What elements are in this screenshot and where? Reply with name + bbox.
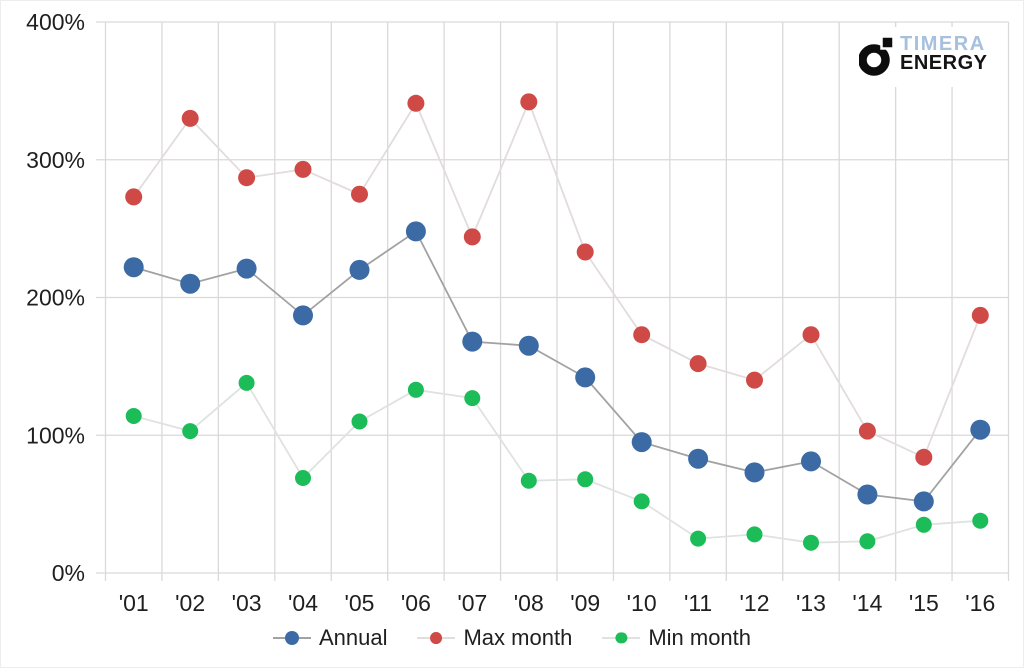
timera-logo-mark-icon [859,35,895,76]
x-axis-label: '10 [627,590,657,616]
series-max-month-line [132,99,982,459]
x-axis-label: '02 [175,590,205,616]
point-min-month-08 [520,472,537,489]
x-axis-label: '16 [965,590,995,616]
x-axis-label: '06 [401,590,431,616]
point-max-month-04 [294,160,312,178]
point-min-month-03 [238,374,255,391]
series-min-month-line [133,381,981,544]
legend-marker-icon [272,629,311,647]
point-min-month-01 [125,408,142,424]
point-annual-03 [236,258,257,279]
series-annual-line [133,230,982,503]
legend-label: Min month [648,625,752,650]
point-max-month-12 [746,371,763,389]
y-axis-label: 400% [26,9,85,35]
point-min-month-12 [746,526,763,543]
x-axis-label: '15 [909,590,939,616]
point-min-month-15 [915,516,932,533]
point-max-month-11 [689,355,707,373]
point-annual-14 [857,484,878,505]
point-min-month-10 [633,493,650,510]
point-min-month-06 [407,381,424,398]
point-min-month-05 [351,413,368,430]
point-annual-16 [970,419,991,440]
point-min-month-04 [295,470,311,486]
point-annual-06 [405,221,426,242]
point-annual-04 [293,305,313,326]
legend-item-max-month: Max month [417,625,572,651]
point-annual-07 [462,331,483,352]
point-max-month-13 [802,326,820,344]
point-max-month-06 [407,94,425,112]
x-axis-label: '14 [852,590,882,616]
point-annual-01 [123,257,144,278]
point-annual-02 [180,273,201,294]
x-axis-label: '07 [457,590,487,616]
y-axis-label: 200% [26,285,85,311]
point-max-month-10 [633,326,651,344]
point-annual-11 [688,448,709,469]
legend-marker-icon [417,629,456,647]
y-axis-label: 0% [52,560,85,586]
point-annual-10 [631,432,652,453]
logo-sub-text: ENERGY [900,52,988,74]
timera-energy-logo: TIMERA ENERGY [847,27,1002,87]
x-axis-label: '13 [796,590,826,616]
point-min-month-11 [690,530,707,547]
point-min-month-02 [182,423,199,440]
logo-text: TIMERA ENERGY [900,33,988,74]
point-max-month-14 [858,422,876,440]
point-annual-13 [801,451,821,472]
point-max-month-16 [971,306,989,324]
point-min-month-16 [972,512,989,529]
x-axis-label: '12 [740,590,770,616]
point-annual-12 [744,462,765,483]
x-axis-label: '04 [288,590,318,616]
point-annual-09 [575,367,596,388]
x-axis-label: '05 [344,590,374,616]
point-annual-05 [349,259,370,280]
point-max-month-01 [125,188,143,206]
legend-item-min-month: Min month [602,625,751,651]
y-axis-label: 100% [26,422,85,448]
point-min-month-14 [859,533,876,550]
point-max-month-03 [238,169,256,187]
y-axis-label: 300% [26,147,85,173]
point-max-month-15 [915,448,933,466]
legend-item-annual: Annual [272,625,388,651]
x-axis-label: '11 [684,590,712,616]
point-max-month-02 [181,109,199,127]
point-min-month-09 [577,471,594,488]
chart-legend: Annual Max month Min month [1,625,1023,651]
point-max-month-08 [520,93,538,111]
x-axis-label: '01 [119,590,149,616]
point-annual-08 [518,335,539,356]
legend-label: Annual [318,625,388,650]
point-max-month-09 [576,243,594,261]
x-axis-label: '09 [570,590,600,616]
point-max-month-07 [463,228,481,246]
legend-marker-icon [602,629,641,647]
point-min-month-13 [803,534,819,551]
point-annual-15 [913,491,934,512]
logo-brand-text: TIMERA [900,33,986,55]
point-max-month-05 [351,185,368,203]
x-axis-label: '08 [514,590,544,616]
legend-label: Max month [463,625,573,650]
x-axis-label: '03 [232,590,262,616]
point-min-month-07 [464,390,481,407]
